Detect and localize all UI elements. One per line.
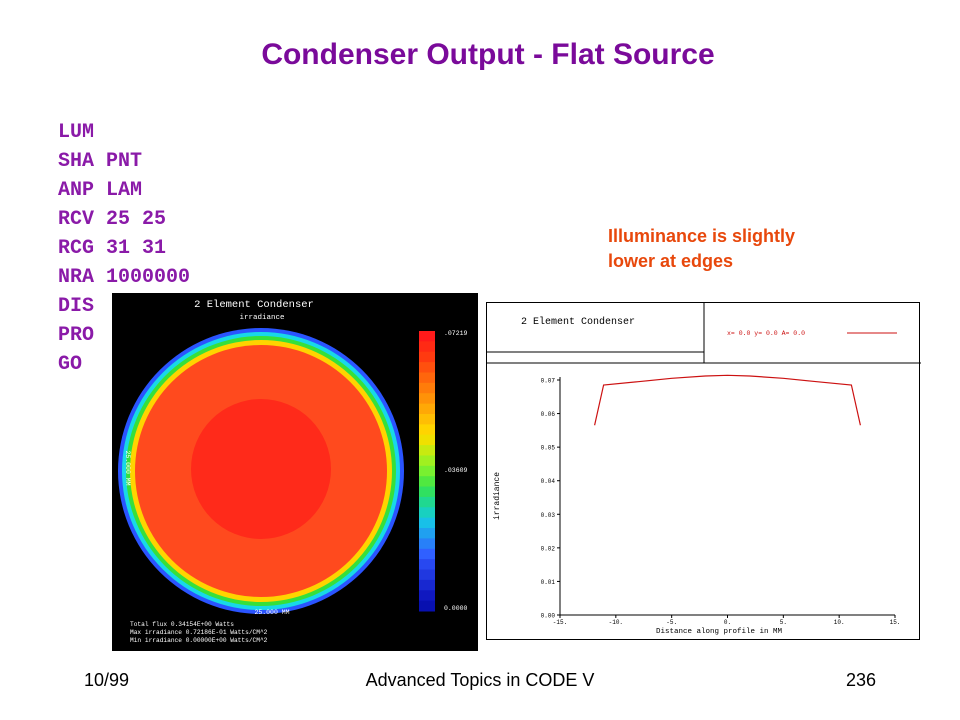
y-tick-label: 0.02 bbox=[541, 545, 556, 552]
y-tick-label: 0.03 bbox=[541, 512, 556, 519]
command-line: PRO bbox=[58, 324, 95, 347]
x-tick-label: 0. bbox=[724, 619, 731, 626]
stat-min-irradiance: Min irradiance 0.00000E+00 Watts/CM^2 bbox=[130, 637, 268, 644]
scale-swatch bbox=[419, 372, 435, 384]
profile-line bbox=[594, 374, 861, 426]
command-line: LUM bbox=[58, 121, 95, 144]
x-tick-label: -10. bbox=[609, 619, 623, 626]
scale-swatch bbox=[419, 538, 435, 550]
y-tick-label: 0.06 bbox=[541, 411, 556, 418]
scale-swatch bbox=[419, 579, 435, 591]
scale-swatch bbox=[419, 600, 435, 612]
footer-page-number: 236 bbox=[846, 670, 877, 690]
scale-swatch bbox=[419, 382, 435, 394]
profile-plot-panel: 2 Element Condenser x= 0.0 y= 0.0 A= 0.0… bbox=[486, 302, 921, 640]
scale-swatch bbox=[419, 331, 435, 342]
scale-swatch bbox=[419, 486, 435, 498]
scale-max-label: .07219 bbox=[444, 330, 468, 337]
annotation-line-2: lower at edges bbox=[608, 251, 734, 271]
scale-swatch bbox=[419, 403, 435, 415]
map-center-zone bbox=[191, 399, 331, 539]
x-tick-label: -15. bbox=[553, 619, 567, 626]
scale-swatch bbox=[419, 465, 435, 477]
x-tick-label: 10. bbox=[834, 619, 845, 626]
map-subtitle: irradiance bbox=[239, 314, 284, 322]
y-tick-label: 0.04 bbox=[541, 478, 556, 485]
annotation-line-1: Illuminance is slightly bbox=[608, 226, 796, 246]
y-tick-label: 0.00 bbox=[541, 613, 556, 620]
scale-swatch bbox=[419, 569, 435, 581]
y-tick-label: 0.07 bbox=[541, 378, 556, 385]
scale-swatch bbox=[419, 517, 435, 529]
command-line: NRA 1000000 bbox=[58, 266, 191, 289]
footer-course-title: Advanced Topics in CODE V bbox=[365, 670, 595, 690]
scale-mid-label: .03609 bbox=[444, 467, 468, 474]
scale-swatch bbox=[419, 434, 435, 446]
scale-swatch bbox=[419, 548, 435, 560]
command-line: DIS bbox=[58, 295, 95, 318]
annotation-note: Illuminance is slightly lower at edges bbox=[608, 224, 795, 274]
y-axis-label: irradiance bbox=[493, 472, 502, 520]
scale-swatch bbox=[419, 341, 435, 353]
x-ticks: -15. -10. -5. 0. 5. 10. 15. bbox=[553, 615, 901, 626]
color-scale bbox=[419, 331, 435, 612]
scale-swatch bbox=[419, 528, 435, 539]
irradiance-map-panel: 2 Element Condenser irradiance 25.000 MM… bbox=[112, 293, 478, 651]
command-line: RCV 25 25 bbox=[58, 208, 167, 231]
scale-swatch bbox=[419, 476, 435, 488]
map-side-label: 25.000 MM bbox=[124, 450, 131, 485]
y-ticks: 0.00 0.01 0.02 0.03 0.04 0.05 0.06 0.07 bbox=[541, 378, 560, 620]
scale-swatch bbox=[419, 559, 435, 571]
slide-title: Condenser Output - Flat Source bbox=[261, 38, 715, 71]
command-list: LUM SHA PNT ANP LAM RCV 25 25 RCG 31 31 NRA 1… bbox=[58, 118, 190, 379]
scale-min-label: 0.0000 bbox=[444, 605, 468, 612]
stat-max-irradiance: Max irradiance 0.72186E-01 Watts/CM^2 bbox=[130, 629, 268, 636]
scale-swatch bbox=[419, 393, 435, 405]
scale-swatch bbox=[419, 351, 435, 363]
map-title: 2 Element Condenser bbox=[194, 299, 314, 311]
command-line: ANP LAM bbox=[58, 179, 143, 202]
command-line: RCG 31 31 bbox=[58, 237, 167, 260]
scale-swatch bbox=[419, 413, 435, 425]
map-bottom-label: 25.000 MM bbox=[254, 609, 289, 616]
x-tick-label: -5. bbox=[666, 619, 677, 626]
x-tick-label: 15. bbox=[890, 619, 901, 626]
plot-legend-text: x= 0.0 y= 0.0 A= 0.0 bbox=[727, 330, 805, 337]
scale-swatch bbox=[419, 507, 435, 519]
plot-header-title: 2 Element Condenser bbox=[521, 316, 635, 328]
stat-total-flux: Total flux 0.34154E+00 Watts bbox=[130, 621, 234, 628]
scale-swatch bbox=[419, 445, 435, 456]
scale-swatch bbox=[419, 362, 435, 373]
command-line: GO bbox=[58, 353, 83, 376]
scale-swatch bbox=[419, 590, 435, 602]
irradiance-map: 2 Element Condenser irradiance 25.000 MM… bbox=[118, 299, 468, 644]
footer-date: 10/99 bbox=[84, 670, 130, 690]
x-tick-label: 5. bbox=[780, 619, 787, 626]
command-line: SHA PNT bbox=[58, 150, 143, 173]
scale-swatch bbox=[419, 455, 435, 467]
y-tick-label: 0.01 bbox=[541, 579, 556, 586]
scale-swatch bbox=[419, 496, 435, 508]
x-axis-label: Distance along profile in MM bbox=[656, 628, 783, 636]
y-tick-label: 0.05 bbox=[541, 445, 556, 452]
scale-swatch bbox=[419, 424, 435, 436]
profile-plot: 2 Element Condenser x= 0.0 y= 0.0 A= 0.0… bbox=[487, 303, 921, 636]
